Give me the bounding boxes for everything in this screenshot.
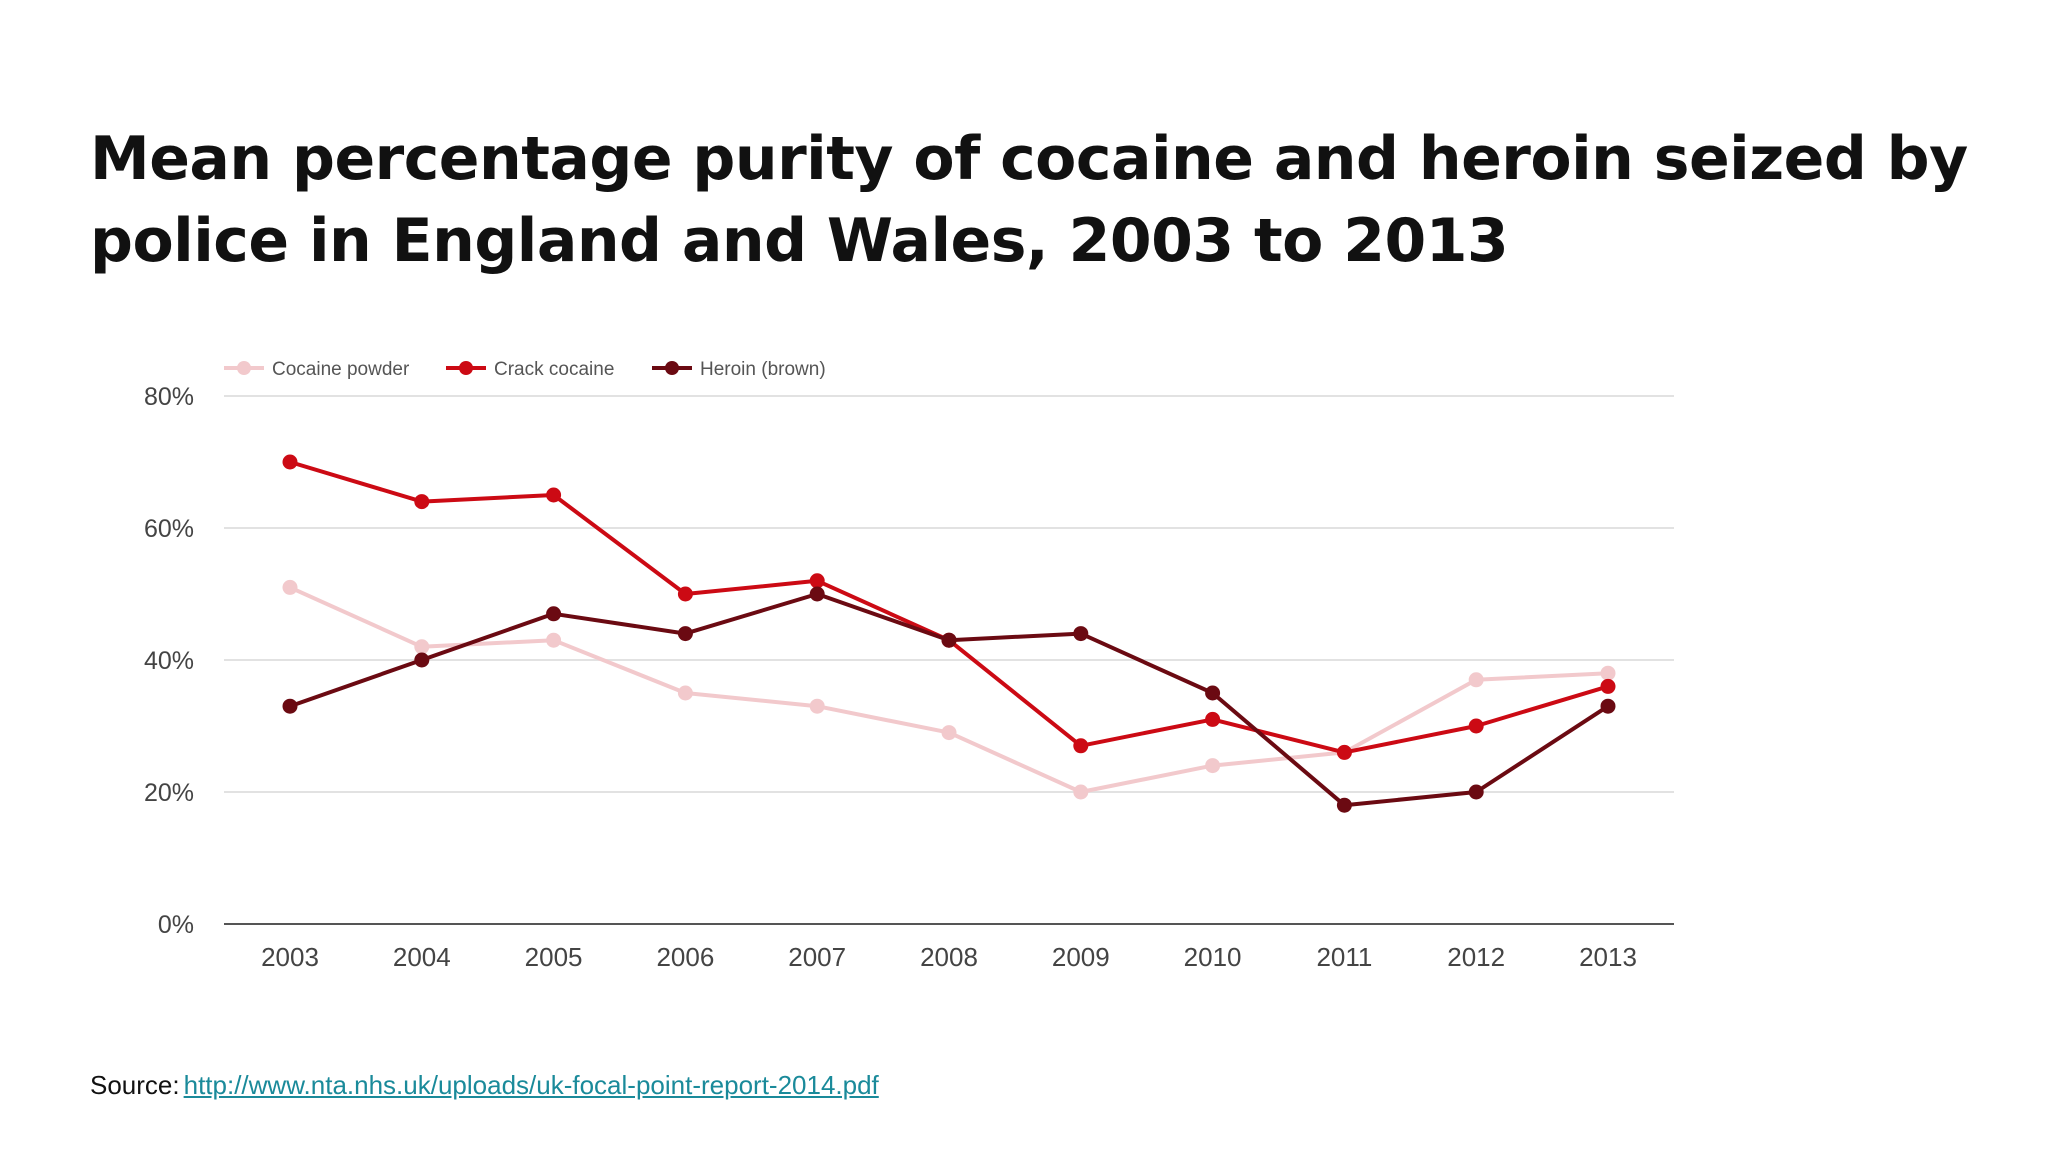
data-point [1205,711,1221,727]
data-point [1073,738,1089,754]
x-tick-label: 2006 [656,942,714,972]
data-point [1205,685,1221,701]
x-tick-label: 2010 [1184,942,1242,972]
source-link[interactable]: http://www.nta.nhs.uk/uploads/uk-focal-p… [183,1070,879,1100]
data-point [1205,758,1221,774]
y-tick-label: 20% [144,779,194,807]
x-tick-label: 2007 [788,942,846,972]
series-lines [282,454,1616,813]
data-point [1336,797,1352,813]
data-point [282,454,298,470]
legend-item: Crack cocaine [446,359,614,380]
legend-item: Heroin (brown) [652,359,826,380]
legend-label: Cocaine powder [272,359,410,380]
x-tick-label: 2004 [393,942,451,972]
source-line: Source: http://www.nta.nhs.uk/uploads/uk-… [90,1070,879,1101]
x-tick-label: 2005 [525,942,583,972]
data-point [546,606,562,622]
data-point [282,579,298,595]
data-point [1073,626,1089,642]
x-tick-label: 2013 [1579,942,1637,972]
data-point [1600,678,1616,694]
data-point [941,725,957,741]
data-point [414,494,430,510]
legend-label: Crack cocaine [494,359,614,380]
y-tick-label: 60% [144,515,194,543]
data-point [1073,784,1089,800]
data-point [546,487,562,503]
data-point [1468,672,1484,688]
y-tick-label: 80% [144,383,194,411]
legend-swatch-marker [237,361,251,375]
data-point [1336,744,1352,760]
data-point [809,698,825,714]
y-tick-label: 40% [144,647,194,675]
data-point [414,639,430,655]
data-point [941,632,957,648]
data-point [677,586,693,602]
data-point [282,698,298,714]
data-point [546,632,562,648]
gridlines [224,395,1674,793]
x-tick-label: 2003 [261,942,319,972]
series-line [289,592,1610,808]
legend-swatch-marker [665,361,679,375]
data-point [1468,784,1484,800]
slide-title: Mean percentage purity of cocaine and he… [90,124,1968,276]
data-point [809,586,825,602]
source-label: Source: [90,1070,180,1100]
data-point [1600,698,1616,714]
series-line [289,460,1609,755]
data-point [677,685,693,701]
x-tick-label: 2012 [1447,942,1505,972]
legend-swatch-marker [459,361,473,375]
x-tick-label: 2009 [1052,942,1110,972]
legend-item: Cocaine powder [224,359,410,380]
chart-legend: Cocaine powder Crack cocaine Heroin (brown… [224,359,826,380]
series-2 [282,586,1616,813]
series-0 [282,579,1616,800]
legend-label: Heroin (brown) [700,359,826,380]
data-point [1468,718,1484,734]
data-point [1600,665,1616,681]
x-tick-label: 2011 [1316,942,1372,972]
data-point [677,626,693,642]
data-point [809,573,825,589]
data-point [414,652,430,668]
x-tick-label: 2008 [920,942,978,972]
series-line [289,585,1609,794]
axes: 0% 20% 40% 60% 80% 2003 2004 2005 2006 2007 2008 20… [144,383,1674,972]
y-tick-label: 0% [158,911,194,939]
